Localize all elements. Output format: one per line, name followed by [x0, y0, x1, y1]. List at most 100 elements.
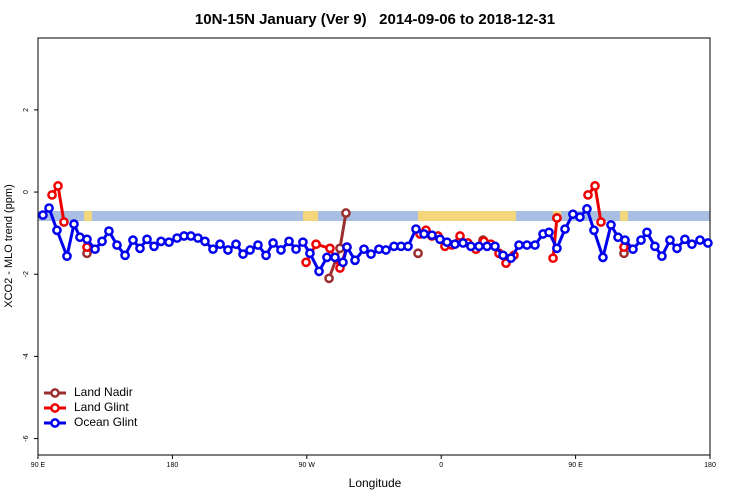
data-point — [82, 234, 92, 245]
data-point — [120, 250, 130, 261]
x-tick-label: 90 E — [31, 462, 46, 469]
data-point — [596, 217, 606, 227]
data-point — [59, 217, 69, 227]
data-point — [298, 237, 308, 248]
land-strip — [84, 211, 92, 221]
data-point — [52, 225, 62, 236]
data-point — [112, 240, 122, 250]
data-point — [325, 243, 335, 254]
data-point — [403, 241, 413, 252]
data-point — [413, 248, 423, 259]
data-point — [522, 240, 532, 250]
data-point — [276, 245, 286, 255]
data-point — [284, 236, 294, 247]
data-point — [149, 241, 159, 252]
data-point — [322, 252, 332, 263]
x-tick-label: 0 — [439, 462, 443, 469]
data-point — [311, 239, 321, 250]
data-point — [128, 235, 138, 245]
land-strip — [418, 211, 516, 221]
data-point — [411, 224, 421, 234]
data-point — [419, 229, 429, 239]
data-point — [642, 227, 652, 238]
data-point — [450, 239, 460, 250]
legend-marker — [50, 403, 60, 413]
data-point — [530, 240, 540, 250]
y-tick-label: 2 — [23, 108, 30, 112]
data-point — [544, 227, 554, 238]
data-point — [156, 236, 166, 247]
x-axis-label: Longitude — [349, 476, 402, 490]
data-point — [135, 243, 145, 254]
data-point — [261, 250, 271, 261]
y-tick-label: -4 — [23, 353, 30, 359]
data-point — [253, 240, 263, 250]
data-point — [575, 212, 585, 222]
data-point — [268, 238, 278, 248]
data-point — [366, 249, 376, 259]
data-point — [687, 239, 697, 250]
data-point — [703, 238, 713, 248]
x-tick-label: 180 — [167, 462, 179, 469]
data-point — [215, 239, 225, 250]
data-point — [301, 257, 311, 268]
data-point — [359, 244, 369, 255]
data-point — [498, 250, 508, 261]
data-point — [548, 253, 558, 264]
data-point — [338, 257, 348, 268]
y-tick-label: -2 — [23, 271, 30, 277]
data-point — [90, 244, 100, 255]
data-point — [560, 224, 570, 234]
data-point — [620, 235, 630, 245]
data-point — [680, 234, 690, 245]
data-point — [350, 255, 360, 266]
data-point — [47, 190, 57, 200]
data-point — [245, 245, 255, 255]
data-point — [466, 241, 476, 252]
data-point — [552, 243, 562, 254]
data-point — [341, 208, 351, 218]
data-point — [381, 245, 391, 255]
data-point — [342, 242, 352, 252]
data-point — [606, 220, 616, 230]
data-point — [223, 245, 233, 255]
data-point — [314, 266, 324, 277]
legend-label: Land Glint — [74, 400, 129, 414]
ocean-strip — [38, 211, 710, 221]
data-point — [305, 248, 315, 259]
data-point — [672, 243, 682, 254]
data-point — [330, 252, 340, 263]
data-point — [200, 236, 210, 247]
data-point — [97, 236, 107, 247]
data-point — [695, 235, 705, 245]
data-point — [53, 181, 63, 191]
land-strip — [303, 211, 318, 221]
data-point — [231, 239, 241, 250]
data-point — [650, 241, 660, 252]
y-axis-label: XCO2 - MLO trend (ppm) — [3, 184, 15, 307]
data-point — [589, 225, 599, 236]
data-point — [62, 251, 72, 262]
y-tick-label: -6 — [23, 435, 30, 441]
x-tick-label: 180 — [704, 462, 716, 469]
data-point — [69, 219, 79, 229]
data-point — [590, 181, 600, 191]
legend-marker — [50, 388, 60, 398]
data-point — [164, 237, 174, 248]
data-point — [665, 235, 675, 245]
x-tick-label: 90 W — [299, 462, 316, 469]
data-point — [490, 241, 500, 252]
data-point — [238, 249, 248, 259]
data-point — [104, 226, 114, 236]
data-point — [636, 235, 646, 245]
land-strip — [620, 211, 628, 221]
data-point — [657, 251, 667, 262]
data-point — [598, 252, 608, 263]
data-point — [442, 237, 452, 248]
legend-label: Ocean Glint — [74, 415, 138, 429]
data-point — [583, 190, 593, 200]
data-point — [482, 241, 492, 252]
legend-label: Land Nadir — [74, 385, 133, 399]
x-tick-label: 90 E — [568, 462, 583, 469]
